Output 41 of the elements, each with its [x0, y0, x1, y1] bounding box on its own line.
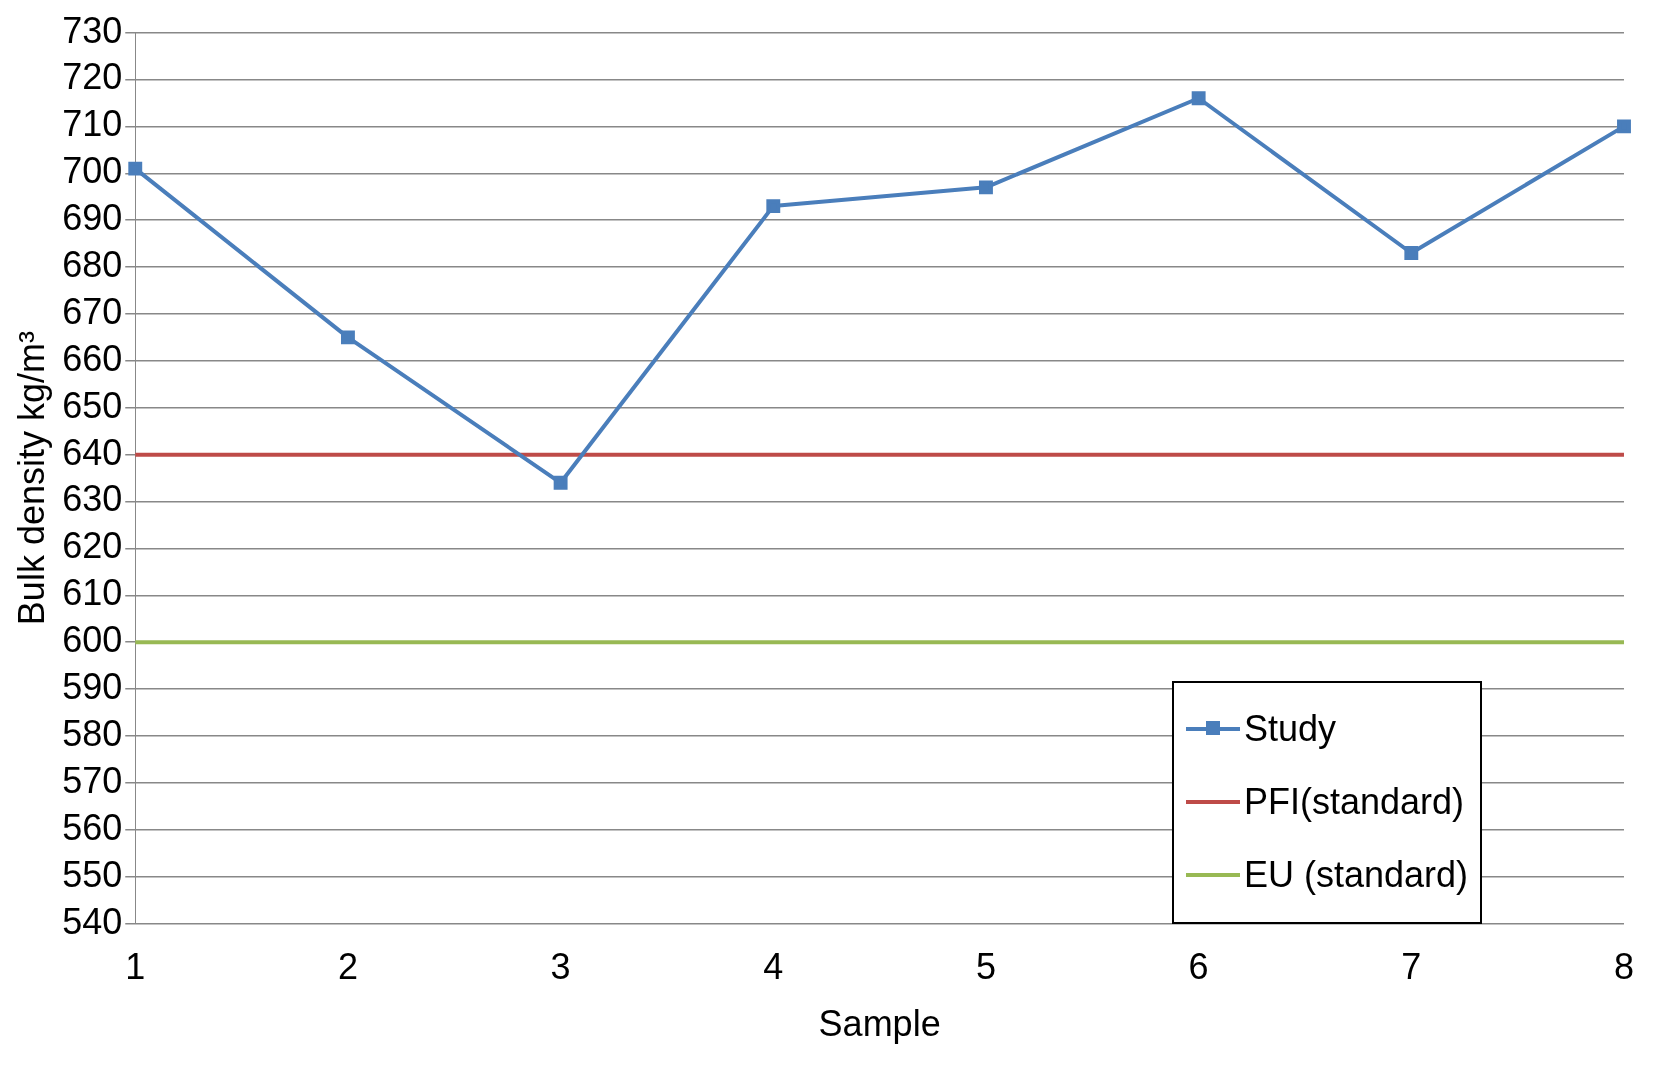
y-tick-label: 680 — [62, 244, 123, 285]
legend-label: PFI(standard) — [1243, 781, 1465, 824]
x-tick-label: 2 — [337, 946, 358, 988]
x-tick-label: 4 — [763, 946, 784, 988]
y-tick-label: 580 — [62, 712, 123, 754]
legend-label: EU (standard) — [1243, 854, 1469, 897]
point — [128, 161, 143, 176]
y-tick-label: 700 — [62, 150, 123, 192]
y-tick-label: 570 — [62, 759, 123, 801]
y-tick-label: 630 — [62, 478, 123, 520]
x-tick-label: 7 — [1401, 946, 1422, 988]
y-tick-label: 720 — [62, 56, 123, 98]
y-tick-label: 670 — [62, 290, 123, 332]
point — [553, 475, 568, 490]
x-tick-label: 6 — [1188, 946, 1209, 988]
y-tick-label: 650 — [62, 384, 123, 426]
x-tick-label: 1 — [125, 946, 146, 988]
x-tick-label: 5 — [975, 946, 996, 988]
y-tick-label: 690 — [62, 197, 123, 239]
y-tick-label: 610 — [62, 572, 123, 614]
x-axis-title: Sample — [818, 1003, 941, 1045]
y-tick-label: 600 — [62, 619, 123, 661]
y-tick-label: 590 — [62, 666, 123, 708]
y-tick-label: 550 — [62, 853, 123, 895]
y-tick-label: 540 — [62, 900, 123, 942]
y-axis-title: Bulk density kg/m³ — [10, 331, 52, 626]
point — [1191, 91, 1206, 106]
x-tick-label: 8 — [1613, 946, 1634, 988]
point — [766, 199, 781, 214]
y-tick-label: 560 — [62, 806, 123, 848]
point — [1404, 246, 1419, 260]
y-tick-label: 710 — [62, 103, 123, 145]
y-tick-label: 620 — [62, 525, 123, 567]
point — [979, 180, 993, 195]
y-tick-label: 660 — [62, 337, 123, 379]
point — [340, 330, 355, 345]
point — [1617, 119, 1631, 134]
legend-label: Study — [1243, 708, 1337, 751]
x-tick-label: 3 — [550, 946, 571, 988]
y-tick-label: 640 — [62, 431, 123, 473]
y-tick-label: 730 — [62, 9, 123, 51]
